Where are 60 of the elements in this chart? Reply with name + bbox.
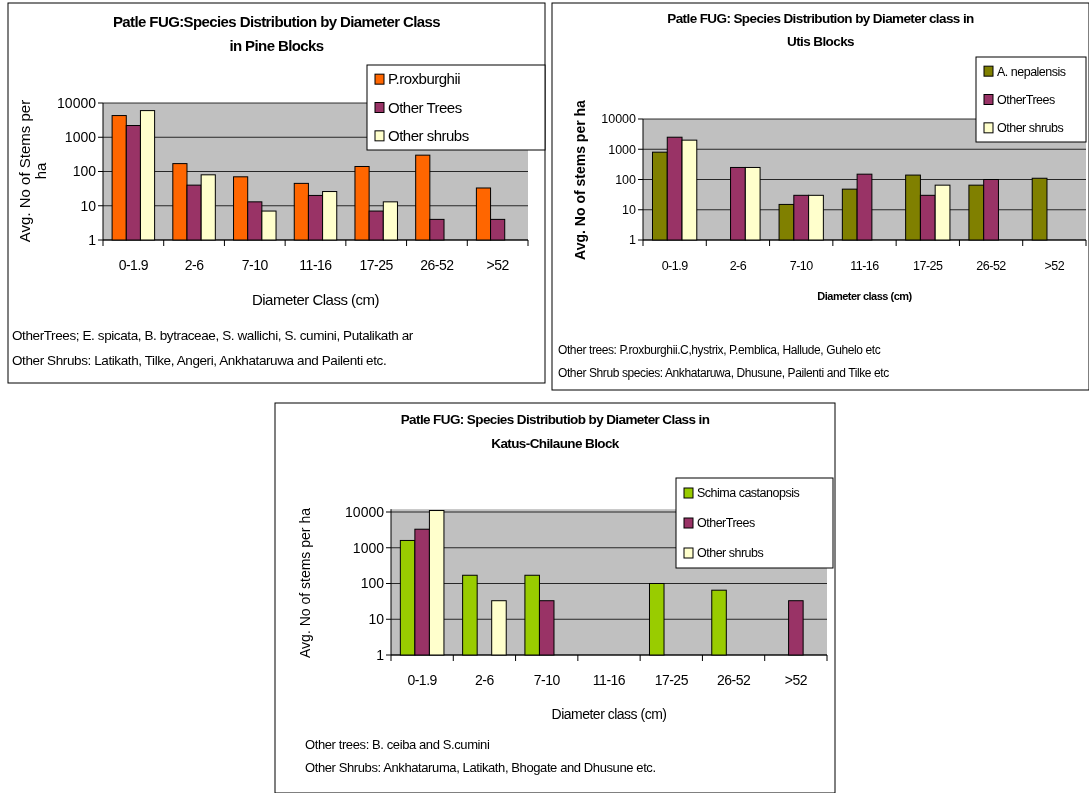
- legend-label: Schima castanopsis: [697, 486, 800, 501]
- y-tick-label: 10000: [57, 94, 97, 111]
- x-tick-label: 17-25: [654, 672, 689, 688]
- x-tick-label: 11-16: [592, 672, 626, 688]
- legend-label: A. nepalensis: [997, 64, 1066, 79]
- x-tick-label: 26-52: [716, 672, 751, 688]
- text: Other trees: P.roxburghii.C,hystrix, P.emblica, Hallude, Guhelo etc: [558, 343, 881, 357]
- x-tick-label: >52: [1044, 259, 1065, 273]
- legend-label: OtherTrees: [697, 516, 755, 531]
- text: Other Shrubs: Ankhataruma, Latikath, Bhogate and Dhusune etc.: [305, 760, 656, 775]
- y-tick-label: 10: [622, 203, 637, 218]
- x-tick-label: 2-6: [475, 672, 495, 688]
- y-tick-label: 100: [615, 172, 637, 187]
- x-axis-title: Diameter class (cm): [817, 290, 913, 302]
- text: Other Shrubs: Latikath, Tilke, Angeri, Ankhataruwa and Pailenti etc.: [12, 353, 387, 368]
- y-tick-label: 1000: [608, 142, 637, 157]
- x-tick-label: 7-10: [533, 672, 561, 688]
- chart-title: Patle FUG: Species Distributiob by Diameter Class in Katus-Chilaune Block: [400, 412, 710, 451]
- x-tick-label: 26-52: [976, 259, 1007, 273]
- x-tick-label: 0-1.9: [118, 257, 149, 273]
- y-tick-label: 1: [629, 233, 637, 248]
- y-tick-label: 10000: [345, 503, 385, 520]
- x-tick-label: 7-10: [241, 257, 269, 273]
- x-tick-label: 11-16: [299, 257, 333, 273]
- x-tick-label: 7-10: [789, 259, 814, 273]
- x-axis-title: Diameter Class (cm): [251, 291, 380, 308]
- x-tick-label: 0-1.9: [407, 672, 438, 688]
- x-tick-label: 2-6: [729, 259, 747, 273]
- y-axis-title: Avg. No of stems per ha: [297, 507, 313, 658]
- x-tick-label: 11-16: [850, 259, 880, 273]
- x-tick-label: 17-25: [359, 257, 394, 273]
- legend-label: P.roxburghii: [388, 70, 461, 88]
- y-tick-label: 1: [376, 646, 385, 663]
- x-tick-label: >52: [784, 672, 808, 688]
- legend-label: Other shrubs: [997, 121, 1064, 136]
- legend-label: Other Trees: [388, 98, 462, 116]
- y-axis-title: Avg. No of Stems per ha: [15, 99, 50, 243]
- y-tick-label: 1000: [64, 129, 97, 146]
- chart-title: Patle FUG: Species Distribution by Diameter class in Utis Blocks: [667, 11, 975, 49]
- legend-label: Other shrubs: [388, 127, 469, 145]
- legend-label: Other shrubs: [697, 546, 764, 561]
- x-axis-title: Diameter class (cm): [551, 706, 667, 722]
- y-tick-label: 1: [88, 231, 97, 248]
- text: Other Shrub species: Ankhataruwa, Dhusune, Pailenti and Tilke etc: [558, 366, 890, 380]
- text: Other trees: B. ceiba and S.cumini: [305, 737, 490, 752]
- x-tick-label: 17-25: [913, 259, 944, 273]
- y-tick-label: 1000: [352, 539, 385, 556]
- x-tick-label: 2-6: [184, 257, 205, 273]
- y-tick-label: 10: [80, 197, 97, 214]
- x-tick-label: 26-52: [420, 257, 455, 273]
- x-tick-label: >52: [486, 257, 510, 273]
- text: OtherTrees; E. spicata, B. bytraceae, S. wallichi, S. cumini, Putalikath ar: [12, 328, 414, 343]
- chart-title: Patle FUG:Species Distribution by Diameter Class in Pine Blocks: [112, 13, 441, 54]
- y-tick-label: 100: [360, 575, 385, 592]
- y-axis-title: Avg. No of stems per ha: [572, 99, 588, 260]
- x-tick-label: 0-1.9: [661, 259, 689, 273]
- y-tick-label: 10: [368, 611, 385, 628]
- legend-label: OtherTrees: [997, 92, 1055, 107]
- y-tick-label: 10000: [601, 112, 637, 127]
- y-tick-label: 100: [72, 163, 97, 180]
